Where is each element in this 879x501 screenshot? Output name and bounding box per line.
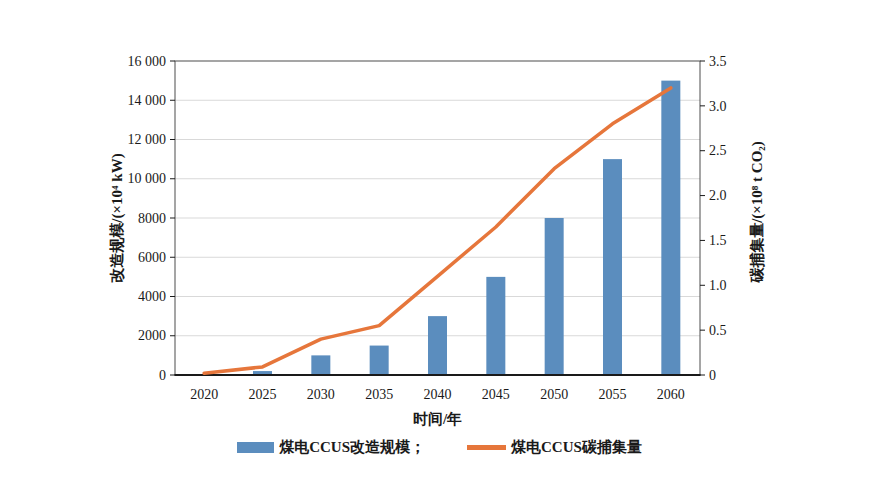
right-tick-label: 2.0 xyxy=(709,188,727,203)
left-tick-label: 12 000 xyxy=(128,132,167,147)
right-tick-label: 1.5 xyxy=(709,233,727,248)
x-tick-label: 2035 xyxy=(365,387,393,402)
right-tick-label: 3.0 xyxy=(709,99,727,114)
x-axis-title: 时间/年 xyxy=(0,410,875,429)
bar-2050 xyxy=(545,218,564,375)
x-tick-label: 2040 xyxy=(424,387,452,402)
x-tick-label: 2050 xyxy=(540,387,568,402)
left-tick-label: 4000 xyxy=(138,289,166,304)
left-axis-title: 改造规模/(×10⁴ kW) xyxy=(108,153,127,282)
right-tick-label: 1.0 xyxy=(709,278,727,293)
line-series-swatch xyxy=(467,445,506,450)
bar-2060 xyxy=(661,81,680,375)
left-tick-label: 2000 xyxy=(138,328,166,343)
x-tick-label: 2055 xyxy=(599,387,627,402)
bar-2045 xyxy=(486,277,505,375)
legend-item-bar: 煤电CCUS改造规模； xyxy=(237,438,425,457)
left-tick-label: 6000 xyxy=(138,250,166,265)
x-tick-label: 2025 xyxy=(249,387,277,402)
x-tick-label: 2020 xyxy=(190,387,218,402)
x-tick-label: 2045 xyxy=(482,387,510,402)
x-tick-label: 2030 xyxy=(307,387,335,402)
right-axis-title: 碳捕集量/(×10⁸ t CO₂) xyxy=(748,141,767,283)
legend-label-bar: 煤电CCUS改造规模； xyxy=(279,438,425,457)
right-tick-label: 2.5 xyxy=(709,143,727,158)
left-tick-label: 8000 xyxy=(138,211,166,226)
right-tick-label: 0.5 xyxy=(709,323,727,338)
right-tick-label: 0 xyxy=(709,368,716,383)
bar-2035 xyxy=(370,346,389,375)
bar-2030 xyxy=(311,355,330,375)
legend: 煤电CCUS改造规模； 煤电CCUS碳捕集量 xyxy=(0,438,879,457)
bar-2055 xyxy=(603,159,622,375)
legend-item-line: 煤电CCUS碳捕集量 xyxy=(467,438,642,457)
left-tick-label: 10 000 xyxy=(128,171,167,186)
left-tick-label: 14 000 xyxy=(128,93,167,108)
chart-page: 0 2000 4000 6000 8000 10 000 12 000 14 000 16 00… xyxy=(0,0,879,501)
left-tick-label: 0 xyxy=(159,368,166,383)
x-tick-label: 2060 xyxy=(657,387,685,402)
legend-label-line: 煤电CCUS碳捕集量 xyxy=(511,438,642,457)
bar-series-swatch xyxy=(237,442,274,453)
bar-2040 xyxy=(428,316,447,375)
right-tick-label: 3.5 xyxy=(709,54,727,69)
left-tick-label: 16 000 xyxy=(128,54,167,69)
